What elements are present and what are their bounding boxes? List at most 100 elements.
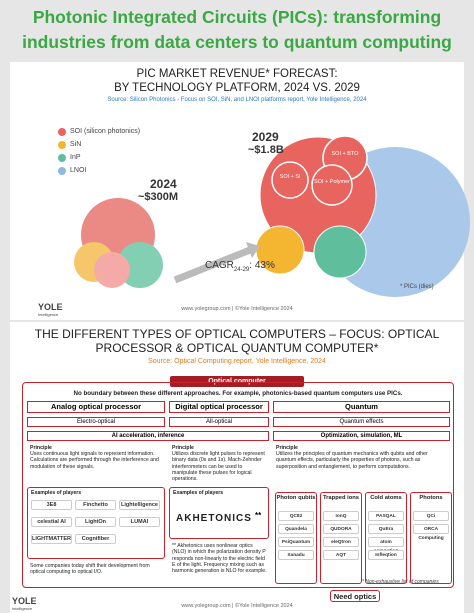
year-2029: 2029 <box>252 130 279 144</box>
bubbles <box>74 135 470 297</box>
group-name: Trapped ions <box>322 495 360 501</box>
cagr: CAGR24-29: 43% <box>205 260 275 273</box>
bubble-polymer <box>311 164 353 206</box>
principle: Uses continuous light signals to represe… <box>30 451 159 470</box>
principle: Utilizes the principles of quantum mecha… <box>276 451 428 470</box>
need-optics: Need optics <box>333 592 377 601</box>
group-name: Photons <box>419 495 443 501</box>
bubble-label: SOI + Si <box>279 174 301 180</box>
principle-label: Principle <box>172 445 194 451</box>
column-kind: All-optical <box>169 417 269 427</box>
forecast-title: PIC MARKET REVENUE* FORECAST: <box>136 68 338 80</box>
player: AKHETONICS <box>176 513 252 524</box>
player: LightOn <box>75 517 116 527</box>
legend-label: InP <box>70 154 81 161</box>
forecast-footnote: * PICs (dies) <box>400 284 434 290</box>
header-title: Photonic Integrated Circuits (PICs): tra… <box>22 7 452 52</box>
legend-swatch <box>58 128 66 136</box>
use-ai: AI acceleration, inference <box>27 431 269 441</box>
remark: Some companies today shift their develop… <box>30 563 150 576</box>
group-box <box>365 492 407 584</box>
player: eleQtron <box>323 537 359 547</box>
player: QCi <box>413 511 449 521</box>
forecast-source: Source: Silicon Photonics - Focus on SOI… <box>107 97 367 103</box>
computers-card <box>10 322 464 613</box>
legend-label: SOI (silicon photonics) <box>70 128 141 135</box>
legend-swatch <box>58 154 66 162</box>
note: No boundary between these different appr… <box>73 390 403 397</box>
computers-source: Source: Optical Computing report, Yole I… <box>148 358 326 365</box>
principle: Utilizes discrete light pulses to repres… <box>172 451 265 483</box>
growth-arrow <box>173 246 252 284</box>
arrow-head <box>246 242 260 258</box>
legend-label: SiN <box>70 141 82 148</box>
legend-item: SOI (silicon photonics) <box>58 128 141 136</box>
column-kind: Quantum effects <box>273 417 450 427</box>
computers-footnote: * Non-exhaustive list of companies <box>362 579 439 585</box>
forecast-subtitle: BY TECHNOLOGY PLATFORM, 2024 VS. 2029 <box>114 82 360 94</box>
cagr-label: CAGR <box>205 260 234 271</box>
player: PASQAL <box>368 511 404 521</box>
player: ORCA Computing <box>413 524 449 541</box>
footer-text: www.yolegroup.com | ©Yole Intelligence 2… <box>181 603 293 609</box>
group-name: Cold atoms <box>370 495 402 501</box>
players-box <box>169 487 269 539</box>
computers-title: THE DIFFERENT TYPES OF OPTICAL COMPUTERS… <box>34 327 440 355</box>
column-title: Analog optical processor <box>27 401 165 413</box>
player: 3E8 <box>31 500 72 510</box>
bubble-inp <box>313 225 367 279</box>
frame <box>22 382 454 588</box>
need-box <box>330 590 380 602</box>
player: QuEra <box>368 524 404 534</box>
cagr-value: : 43% <box>249 260 275 271</box>
bubble-si <box>271 161 309 199</box>
player: AQT <box>323 550 359 560</box>
footer-logo-sub: Intelligence <box>38 312 59 317</box>
bubble-label: SOI + Polymer <box>314 179 350 185</box>
group-name: Photon qubits <box>276 495 316 501</box>
column-kind: Electro-optical <box>27 417 165 427</box>
value-2024: ~$300M <box>138 191 179 203</box>
examples-label: Examples of players <box>173 490 224 496</box>
column-title: Digital optical processor <box>169 401 269 413</box>
banner: Optical computer <box>170 376 304 387</box>
use-quantum: Optimization, simulation, ML <box>273 431 450 441</box>
player: IonQ <box>323 511 359 521</box>
cagr-period: 24-29 <box>233 267 250 273</box>
legend-swatch <box>58 167 66 175</box>
legend-item: LNOI <box>58 167 87 175</box>
player: Lightelligence <box>119 500 160 510</box>
examples-label: Examples of players <box>31 490 82 496</box>
value-2029: ~$1.8B <box>248 144 284 156</box>
bubble-label: SOI + BTO <box>331 151 359 157</box>
principle-label: Principle <box>30 445 52 451</box>
player: Finchetto <box>75 500 116 510</box>
year-2024: 2024 <box>150 177 177 191</box>
player: Infleqtion <box>368 550 404 560</box>
legend-item: InP <box>58 154 81 162</box>
group-box <box>410 492 452 584</box>
player: QC82 <box>278 511 314 521</box>
legend-item: SiN <box>58 141 82 149</box>
player: QUDORA <box>323 524 359 534</box>
players-box <box>27 487 165 559</box>
footer-logo: YOLE <box>12 596 37 606</box>
legend-label: LNOI <box>70 167 87 174</box>
player: ** <box>255 511 262 520</box>
footer-logo: YOLE <box>38 302 63 312</box>
bubble-2024-lnoi <box>94 252 130 288</box>
player: celestial AI <box>31 517 72 527</box>
column-title: Quantum <box>273 401 450 413</box>
footer-text: www.yolegroup.com | ©Yole Intelligence 2… <box>181 306 293 312</box>
player: atom computing <box>368 537 404 554</box>
legend-swatch <box>58 141 66 149</box>
player: Cognifiber <box>75 534 116 544</box>
footer-logo-sub: Intelligence <box>12 606 33 611</box>
player: LUMAI <box>119 517 160 527</box>
principle-label: Principle <box>276 445 298 451</box>
group-box <box>320 492 362 584</box>
player: LIGHTMATTER <box>31 534 72 544</box>
player: PsiQuantum <box>278 537 314 547</box>
player: Xanadu <box>278 550 314 560</box>
